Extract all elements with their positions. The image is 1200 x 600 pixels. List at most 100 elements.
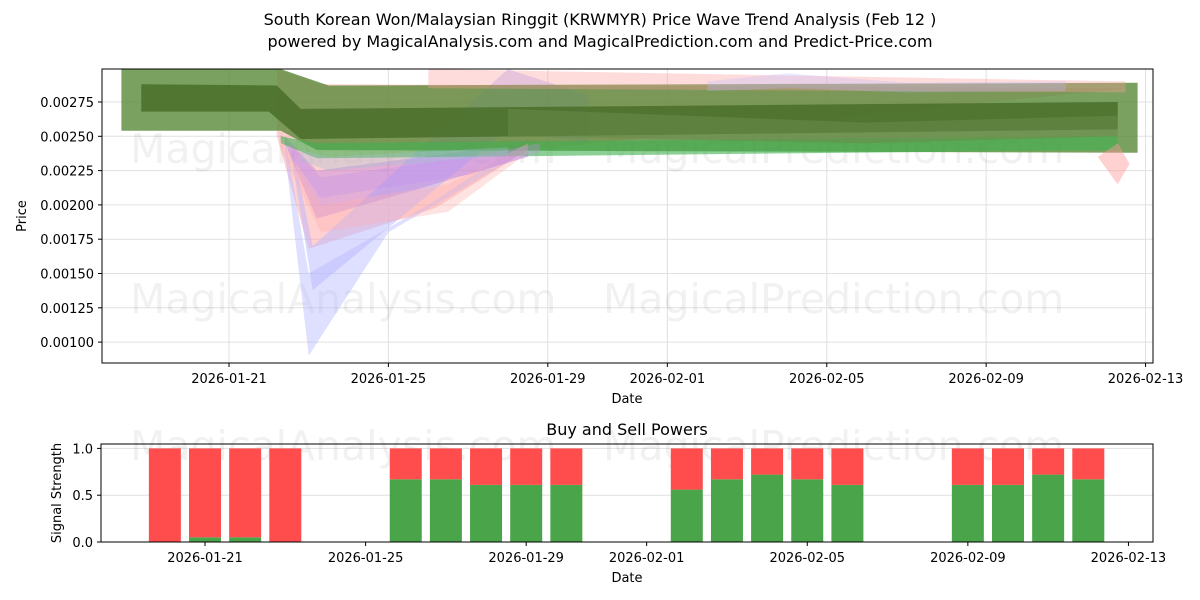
sell-bar xyxy=(550,448,583,485)
buy-bar xyxy=(951,484,984,542)
sell-bar xyxy=(1072,448,1105,480)
signal-bar-2026-02-12 xyxy=(1072,448,1105,542)
forecast-strand xyxy=(1097,143,1130,185)
forecast-strand xyxy=(288,143,540,198)
x-tick-label: 2026-01-29 xyxy=(510,372,586,387)
signal-x-label: Date xyxy=(611,571,642,586)
sell-bar xyxy=(1032,448,1065,475)
x-tick-label: 2026-01-25 xyxy=(351,372,427,387)
x-tick-label: 2026-02-01 xyxy=(630,372,706,387)
y-tick-label: 0.00150 xyxy=(40,268,94,283)
price-plot: MagicalAnalysis.comMagicalAnalysis.comMa… xyxy=(15,68,1183,407)
buy-bar xyxy=(470,484,503,542)
price-y-label: Price xyxy=(15,200,30,232)
buy-bar xyxy=(229,537,262,542)
signal-bar-2026-01-21 xyxy=(189,448,221,542)
purple-band xyxy=(284,136,528,219)
signal-bar-2026-02-02 xyxy=(670,448,703,542)
sell-bar xyxy=(429,448,462,480)
buy-bar xyxy=(751,474,784,542)
y-tick-label: 0.5 xyxy=(72,489,93,504)
x-tick-label: 2026-01-29 xyxy=(488,551,564,566)
buy-bar xyxy=(670,489,703,542)
x-tick-label: 2026-01-21 xyxy=(191,372,267,387)
signal-y-label: Signal Strength xyxy=(50,443,65,543)
forecast-strand xyxy=(280,139,528,233)
signal-title: Buy and Sell Powers xyxy=(546,420,708,439)
signal-bar-2026-01-20 xyxy=(148,448,181,542)
signal-y-ticks: 0.0 0.5 1.0 xyxy=(72,442,101,551)
y-tick-label: 0.00200 xyxy=(40,199,94,214)
chart-subtitle: powered by MagicalAnalysis.com and Magic… xyxy=(267,32,933,51)
forecast-strand xyxy=(707,73,1066,93)
sell-bar xyxy=(510,448,543,485)
signal-bar-2026-02-04 xyxy=(751,448,784,542)
y-tick-label: 0.00225 xyxy=(40,165,94,180)
signal-bars xyxy=(148,448,1105,542)
buy-bar xyxy=(1072,479,1105,542)
signal-bar-2026-01-27 xyxy=(429,448,462,542)
sell-bar xyxy=(670,448,703,490)
sell-bar xyxy=(710,448,743,480)
blue-band-deep xyxy=(284,136,528,356)
signal-bar-2026-01-26 xyxy=(389,448,422,542)
forecast-strand xyxy=(507,108,1118,144)
signal-bar-2026-01-22 xyxy=(229,448,262,542)
y-tick-label: 0.00175 xyxy=(40,233,94,248)
sell-bar xyxy=(189,448,221,538)
sell-bar xyxy=(831,448,864,485)
x-tick-label: 2026-02-01 xyxy=(609,551,685,566)
buy-bar xyxy=(791,479,824,542)
forecast-strand xyxy=(428,69,1126,93)
price-axes-frame xyxy=(101,68,1154,364)
x-tick-label: 2026-02-09 xyxy=(948,372,1024,387)
signal-bar-2026-01-23 xyxy=(269,448,302,542)
x-tick-label: 2026-01-25 xyxy=(328,551,404,566)
buy-bar xyxy=(550,484,583,542)
buy-bar xyxy=(831,484,864,542)
y-tick-label: 0.00100 xyxy=(40,336,94,351)
signal-bar-2026-02-10 xyxy=(992,448,1024,542)
x-tick-label: 2026-02-05 xyxy=(769,551,845,566)
signal-bar-2026-02-03 xyxy=(710,448,743,542)
buy-bar xyxy=(510,484,543,542)
signal-plot: Buy and Sell Powers MagicalAnalysis.com M… xyxy=(50,420,1166,586)
signal-bar-2026-02-06 xyxy=(831,448,864,542)
x-tick-label: 2026-02-13 xyxy=(1108,372,1184,387)
sell-bar xyxy=(791,448,824,480)
y-tick-label: 0.00125 xyxy=(40,302,94,317)
buy-bar xyxy=(710,479,743,542)
price-x-label: Date xyxy=(611,392,642,407)
signal-bar-2026-01-30 xyxy=(550,448,583,542)
chart-title: South Korean Won/Malaysian Ringgit (KRWM… xyxy=(263,10,937,29)
signal-bar-2026-02-05 xyxy=(791,448,824,542)
sell-bar xyxy=(751,448,784,475)
forecast-strand xyxy=(300,147,508,171)
signal-bar-2026-02-09 xyxy=(951,448,984,542)
sell-bar xyxy=(992,448,1024,485)
signal-bar-2026-01-28 xyxy=(470,448,503,542)
price-x-ticks: 2026-01-21 2026-01-25 2026-01-29 2026-02-01… xyxy=(191,363,1183,387)
y-tick-label: 0.0 xyxy=(72,536,93,551)
buy-bar xyxy=(189,537,221,542)
y-tick-label: 1.0 xyxy=(72,442,93,457)
buy-bar xyxy=(992,484,1024,542)
price-y-ticks: 0.00100 0.00125 0.00150 0.00175 0.00200 0.002… xyxy=(40,96,102,351)
y-tick-label: 0.00250 xyxy=(40,130,94,145)
sell-bar xyxy=(229,448,262,538)
signal-bar-2026-01-29 xyxy=(510,448,543,542)
x-tick-label: 2026-01-21 xyxy=(167,551,243,566)
watermark: MagicalAnalysis.com xyxy=(130,275,557,323)
x-tick-label: 2026-02-05 xyxy=(789,372,865,387)
buy-bar xyxy=(389,479,422,542)
signal-axes-frame xyxy=(100,443,1154,543)
price-bands xyxy=(121,69,1138,356)
sell-bar xyxy=(148,448,181,542)
signal-bar-2026-02-11 xyxy=(1032,448,1065,542)
sell-bar xyxy=(951,448,984,485)
y-tick-label: 0.00275 xyxy=(40,96,94,111)
watermark: MagicalPrediction.com xyxy=(603,275,1064,323)
signal-x-ticks: 2026-01-21 2026-01-25 2026-01-29 2026-02-01… xyxy=(167,542,1166,566)
sell-bar xyxy=(470,448,503,485)
